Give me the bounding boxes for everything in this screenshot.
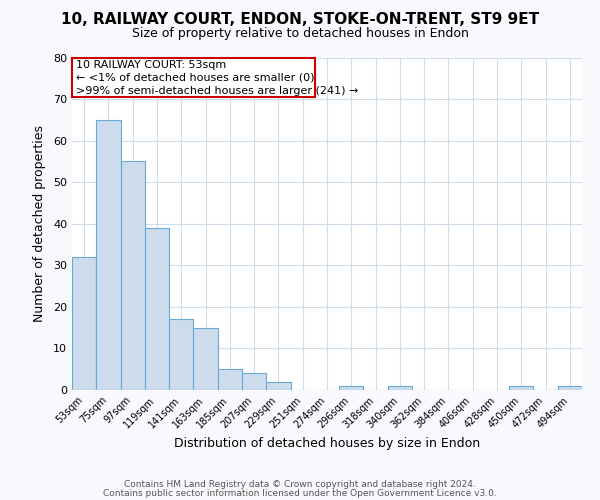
Text: Contains public sector information licensed under the Open Government Licence v3: Contains public sector information licen… [103, 488, 497, 498]
Text: >99% of semi-detached houses are larger (241) →: >99% of semi-detached houses are larger … [76, 86, 358, 96]
Bar [96, 120, 121, 390]
Bar [339, 386, 364, 390]
Bar [121, 162, 145, 390]
Bar [193, 328, 218, 390]
Text: 10, RAILWAY COURT, ENDON, STOKE-ON-TRENT, ST9 9ET: 10, RAILWAY COURT, ENDON, STOKE-ON-TRENT… [61, 12, 539, 28]
Text: Contains HM Land Registry data © Crown copyright and database right 2024.: Contains HM Land Registry data © Crown c… [124, 480, 476, 489]
X-axis label: Distribution of detached houses by size in Endon: Distribution of detached houses by size … [174, 436, 480, 450]
Y-axis label: Number of detached properties: Number of detached properties [33, 125, 46, 322]
Text: 10 RAILWAY COURT: 53sqm: 10 RAILWAY COURT: 53sqm [76, 60, 226, 70]
Bar [266, 382, 290, 390]
Bar [242, 374, 266, 390]
Bar [218, 369, 242, 390]
Text: Size of property relative to detached houses in Endon: Size of property relative to detached ho… [131, 28, 469, 40]
Bar [509, 386, 533, 390]
Bar [145, 228, 169, 390]
Bar [72, 257, 96, 390]
Bar [388, 386, 412, 390]
Bar [558, 386, 582, 390]
Text: ← <1% of detached houses are smaller (0): ← <1% of detached houses are smaller (0) [76, 73, 314, 83]
FancyBboxPatch shape [72, 58, 315, 97]
Bar [169, 320, 193, 390]
